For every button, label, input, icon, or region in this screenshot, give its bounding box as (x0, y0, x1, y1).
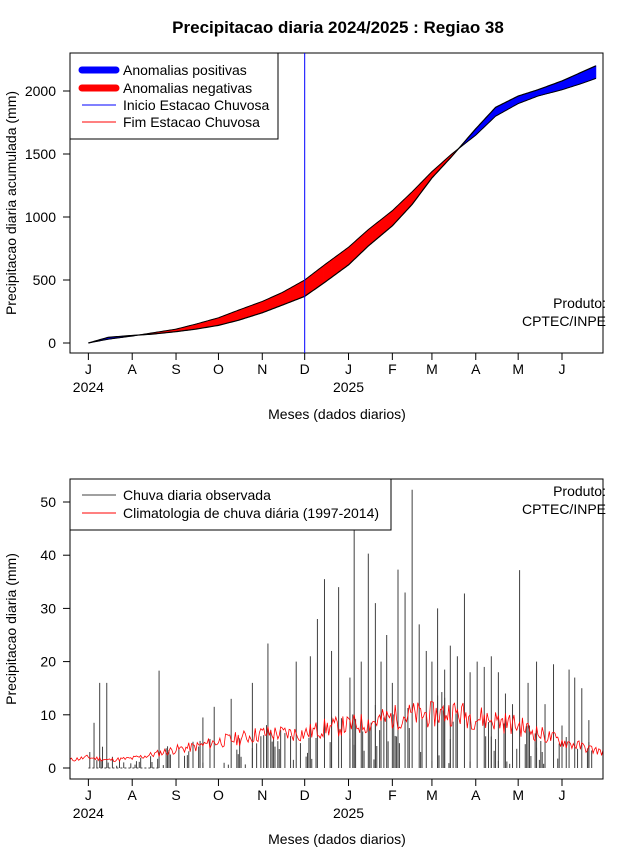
x-tick-label: A (128, 361, 138, 377)
x-tick-label: N (257, 787, 267, 803)
top-y-axis-label: Precipitacao diaria acumulada (mm) (3, 91, 19, 315)
top-legend: Anomalias positivas Anomalias negativas … (69, 52, 279, 140)
bottom-product-label-line2: CPTEC/INPE (522, 501, 606, 517)
bottom-panel: 0 10 20 30 40 50 J A S O N D J F M A M J 2024 2025 Precipi… (3, 478, 606, 847)
x-tick-label: A (128, 787, 138, 803)
bottom-legend-box (69, 478, 392, 531)
x-tick-label: F (388, 361, 397, 377)
y-tick-label: 40 (40, 547, 56, 563)
x-tick-label: M (426, 787, 438, 803)
chart-title: Precipitacao diaria 2024/2025 : Regiao 3… (172, 18, 504, 37)
climatology-daily-line (69, 701, 604, 763)
y-tick-label: 1500 (25, 146, 56, 162)
year-label: 2024 (73, 805, 104, 821)
year-label: 2024 (73, 379, 104, 395)
top-product-label-line2: CPTEC/INPE (522, 313, 606, 329)
legend-label-positive: Anomalias positivas (123, 62, 247, 78)
x-tick-label: J (85, 787, 92, 803)
accumulation-lines-layer (88, 65, 597, 344)
top-y-axis: 0 500 1000 1500 2000 (25, 83, 70, 351)
x-tick-label: O (213, 787, 224, 803)
y-tick-label: 50 (40, 494, 56, 510)
x-tick-label: S (171, 361, 180, 377)
legend-label-season-end: Fim Estacao Chuvosa (123, 114, 260, 130)
climatology-accumulated-line (88, 77, 597, 344)
x-tick-label: D (300, 787, 310, 803)
x-tick-label: N (257, 361, 267, 377)
x-tick-label: D (300, 361, 310, 377)
anomaly-segment (594, 65, 597, 80)
top-panel: 0 500 1000 1500 2000 J A S O N D J F M A M J 2024 2025 Pr… (3, 52, 606, 422)
climatology-line-layer (69, 701, 604, 769)
top-plot-frame (69, 52, 604, 354)
legend-label-season-start: Inicio Estacao Chuvosa (123, 97, 270, 113)
y-tick-label: 1000 (25, 209, 56, 225)
y-tick-label: 0 (48, 760, 56, 776)
x-tick-label: J (345, 361, 352, 377)
bottom-x-axis-label: Meses (dados diarios) (268, 831, 406, 847)
x-tick-label: M (512, 787, 524, 803)
x-tick-label: O (213, 361, 224, 377)
daily-rain-bars-layer (89, 489, 593, 768)
x-tick-label: M (426, 361, 438, 377)
top-x-axis-label: Meses (dados diarios) (268, 406, 406, 422)
observed-accumulated-line (88, 65, 597, 344)
legend-label-observed: Chuva diaria observada (123, 487, 271, 503)
x-tick-label: J (559, 361, 566, 377)
x-tick-label: A (471, 787, 481, 803)
y-tick-label: 10 (40, 707, 56, 723)
legend-label-negative: Anomalias negativas (123, 80, 252, 96)
y-tick-label: 30 (40, 600, 56, 616)
y-tick-label: 20 (40, 654, 56, 670)
y-tick-label: 500 (33, 272, 57, 288)
bottom-product-label-line1: Produto: (553, 483, 606, 499)
top-x-axis: J A S O N D J F M A M J 2024 2025 (73, 353, 566, 395)
y-tick-label: 0 (48, 335, 56, 351)
year-label: 2025 (333, 805, 364, 821)
x-tick-label: M (512, 361, 524, 377)
top-product-label-line1: Produto: (553, 295, 606, 311)
x-tick-label: F (388, 787, 397, 803)
legend-label-climatology: Climatologia de chuva diária (1997-2014) (123, 505, 379, 521)
x-tick-label: J (559, 787, 566, 803)
bottom-y-axis-label: Precipitacao diaria (mm) (3, 553, 19, 705)
x-tick-label: J (345, 787, 352, 803)
y-tick-label: 2000 (25, 83, 56, 99)
x-tick-label: S (171, 787, 180, 803)
x-tick-label: A (471, 361, 481, 377)
bottom-y-axis: 0 10 20 30 40 50 (40, 494, 70, 776)
x-tick-label: J (85, 361, 92, 377)
bottom-legend: Chuva diaria observada Climatologia de c… (69, 478, 392, 531)
year-label: 2025 (333, 379, 364, 395)
bottom-x-axis: J A S O N D J F M A M J 2024 2025 (73, 779, 566, 821)
